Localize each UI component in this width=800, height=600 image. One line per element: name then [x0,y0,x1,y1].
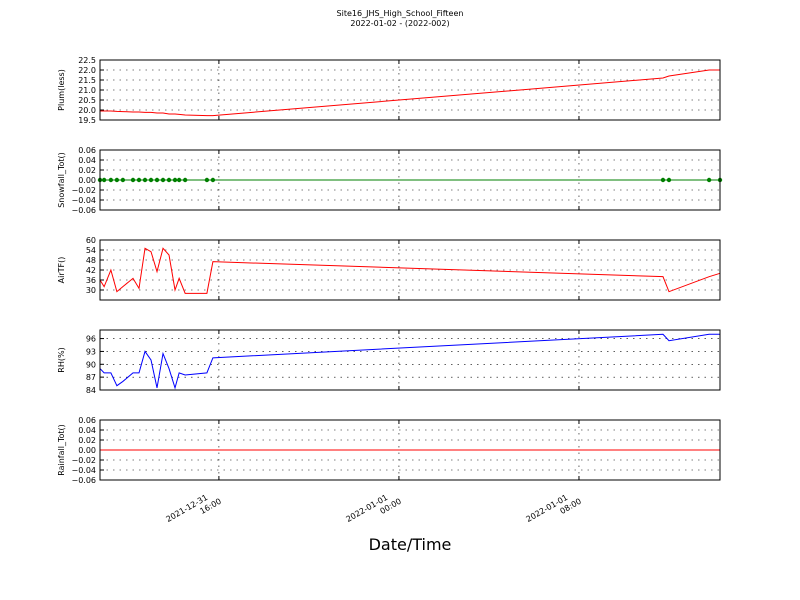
data-point [154,177,160,183]
y-tick-label: 36 [86,276,96,285]
data-point [148,177,154,183]
y-tick-label: 42 [86,266,96,275]
data-line [100,69,720,117]
data-point [108,177,114,183]
plot-frame [99,239,721,301]
data-line [99,247,721,294]
chart-title: Site16_JHS_High_School_Fifteen [337,9,464,18]
data-point [101,177,107,183]
data-point [666,177,672,183]
y-tick-label: 0.04 [78,156,96,165]
data-point [172,177,178,183]
y-tick-label: 22.0 [78,66,96,75]
y-axis-label: Snowfall_Tot() [57,152,66,208]
plot-frame [99,149,721,211]
y-tick-label: 60 [86,236,96,245]
y-axis-label: Rainfall_Tot() [57,424,66,476]
y-tick-label: 54 [86,246,96,255]
y-tick-label: 48 [86,256,96,265]
plot-frame [99,59,721,121]
y-tick-label: 93 [86,347,96,356]
y-tick-label: 21.5 [78,76,96,85]
y-tick-label: 0.04 [78,426,96,435]
y-tick-label: 84 [86,386,96,395]
data-point [706,177,712,183]
data-point [160,177,166,183]
y-tick-label: 20.0 [78,106,96,115]
data-point [204,177,210,183]
y-tick-label: 0.06 [78,146,96,155]
y-axis-label: RH(%) [57,347,66,372]
y-tick-label: 30 [86,286,96,295]
y-tick-label: −0.02 [71,456,96,465]
data-point [176,177,182,183]
y-tick-label: 87 [86,373,96,382]
y-tick-label: −0.02 [71,186,96,195]
data-point [130,177,136,183]
data-point [182,177,188,183]
chart-subtitle: 2022-01-02 - (2022-002) [350,19,449,28]
data-point [120,177,126,183]
x-axis-label: Date/Time [369,535,452,554]
y-tick-label: 21.0 [78,86,96,95]
data-point [660,177,666,183]
y-tick-label: 19.5 [78,116,96,125]
data-point [166,177,172,183]
data-point [210,177,216,183]
y-tick-label: 0.06 [78,416,96,425]
y-tick-label: 90 [86,360,96,369]
plot-frame [99,419,721,481]
data-point [136,177,142,183]
y-tick-label: −0.04 [71,196,96,205]
data-line [99,333,720,390]
y-axis-label: AirTF() [57,257,66,284]
y-tick-label: 96 [86,335,96,344]
y-tick-label: 20.5 [78,96,96,105]
data-point [114,177,120,183]
y-tick-label: 0.02 [78,166,96,175]
y-tick-label: 0.00 [78,176,96,185]
y-axis-label: Plum(less) [57,69,66,111]
y-tick-label: 22.5 [78,56,96,65]
y-tick-label: 0.02 [78,436,96,445]
y-tick-label: −0.04 [71,466,96,475]
y-tick-label: −0.06 [71,476,96,485]
data-point [142,177,148,183]
plot-frame [99,329,721,391]
y-tick-label: −0.06 [71,206,96,215]
y-tick-label: 0.00 [78,446,96,455]
